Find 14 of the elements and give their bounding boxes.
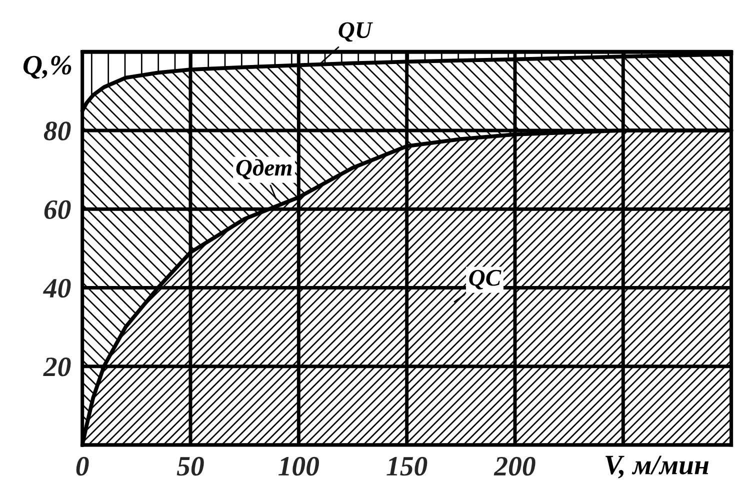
y-tick-label: 40 [42, 278, 71, 298]
y-tick-label: 60 [44, 200, 71, 220]
x-tick-label: 0 [76, 456, 89, 476]
y-tick-label: 20 [43, 358, 71, 376]
x-tick-label: 150 [386, 456, 428, 476]
y-axis-title: Q,% [23, 56, 72, 79]
series-label: QU [338, 22, 373, 42]
x-axis-title: V, м/мин [606, 456, 709, 478]
x-tick-label: 100 [278, 456, 319, 476]
x-tick-label: 50 [176, 456, 204, 476]
series-label: Qдет [236, 159, 292, 180]
x-tick-label: 200 [494, 456, 536, 476]
series-label: QC [469, 270, 502, 290]
y-tick-label: 80 [44, 122, 71, 140]
